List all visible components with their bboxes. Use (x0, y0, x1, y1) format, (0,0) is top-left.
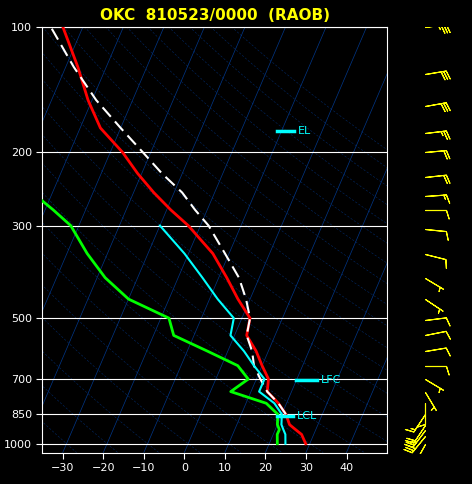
Text: LCL: LCL (297, 411, 318, 421)
Text: LFC: LFC (320, 376, 341, 385)
Text: EL: EL (298, 126, 311, 136)
Title: OKC  810523/0000  (RAOB): OKC 810523/0000 (RAOB) (100, 8, 330, 23)
